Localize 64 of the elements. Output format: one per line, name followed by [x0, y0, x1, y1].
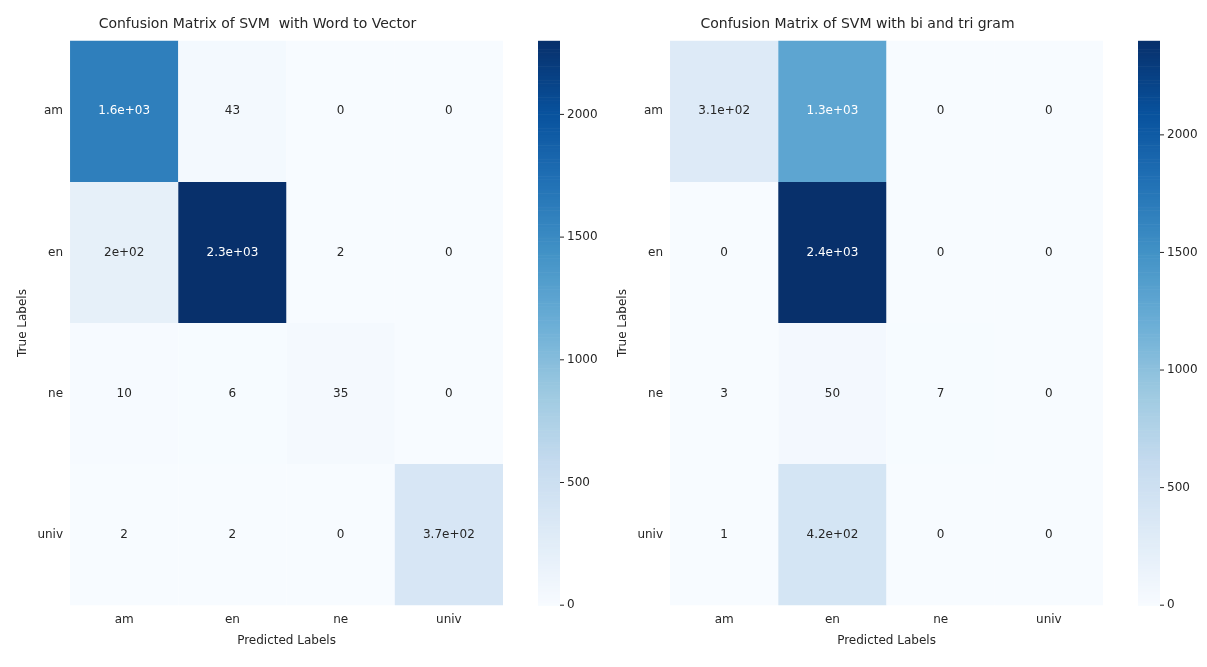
color-bar-label: 1500 [1167, 244, 1198, 259]
color-bar-label: 1000 [1167, 362, 1198, 377]
color-bar-label: 0 [567, 597, 575, 612]
y-tick-label: en [648, 244, 664, 259]
data-label: 35 [333, 385, 349, 400]
data-label: 2 [120, 526, 128, 541]
y-tick-label: ne [48, 385, 64, 400]
chart-title: Confusion Matrix of SVM with bi and tri gram [700, 15, 1015, 32]
data-label: 43 [224, 103, 241, 118]
color-bar-label: 1500 [567, 229, 598, 244]
data-label: 0 [1045, 244, 1053, 259]
chart-title: Confusion Matrix of SVM with Word to Vector [98, 15, 417, 32]
y-tick-label: en [48, 244, 64, 259]
data-label: 0 [336, 526, 345, 541]
data-label: 0 [936, 244, 945, 259]
x-tick-label: en [224, 611, 240, 626]
data-label: 2 [336, 244, 345, 259]
data-label: 3 [720, 385, 728, 400]
color-bar-label: 500 [567, 474, 590, 489]
x-tick-label: en [824, 611, 840, 626]
data-label: 1.6e+03 [98, 103, 151, 118]
data-label: 0 [936, 526, 945, 541]
y-tick-label: am [644, 103, 664, 118]
y-axis-title: True Labels [615, 289, 630, 358]
x-axis-title: Predicted Labels [837, 632, 936, 647]
data-label: 1 [720, 526, 728, 541]
color-bar-label: 2000 [567, 106, 598, 121]
data-label: 4.2e+02 [806, 526, 859, 541]
data-label: 0 [336, 103, 345, 118]
data-label: 2 [228, 526, 237, 541]
data-label: 0 [445, 385, 453, 400]
y-tick-label: ne [648, 385, 664, 400]
x-tick-label: am [714, 611, 734, 626]
y-tick-label: univ [37, 526, 64, 541]
data-label: 50 [824, 385, 841, 400]
y-axis-title: True Labels [15, 289, 30, 358]
data-label: 0 [445, 244, 453, 259]
data-label: 6 [228, 385, 237, 400]
x-tick-label: am [114, 611, 134, 626]
data-label: 3.7e+02 [422, 526, 475, 541]
x-axis-title: Predicted Labels [237, 632, 336, 647]
x-tick-label: univ [1036, 611, 1062, 626]
data-label: 0 [1045, 103, 1053, 118]
color-bar-label: 0 [1167, 597, 1175, 612]
y-tick-label: am [44, 103, 64, 118]
data-label: 2e+02 [103, 244, 145, 259]
data-label: 2.3e+03 [206, 244, 259, 259]
data-label: 1.3e+03 [806, 103, 859, 118]
data-label: 0 [445, 103, 453, 118]
color-bar-label: 2000 [1167, 126, 1198, 141]
data-label: 0 [936, 103, 945, 118]
data-label: 7 [936, 385, 945, 400]
x-tick-label: univ [436, 611, 462, 626]
color-bar-label: 500 [1167, 479, 1190, 494]
data-label: 10 [116, 385, 132, 400]
data-label: 2.4e+03 [806, 244, 859, 259]
color-bar-label: 1000 [567, 351, 598, 366]
data-label: 0 [720, 244, 728, 259]
data-label: 3.1e+02 [698, 103, 751, 118]
y-tick-label: univ [637, 526, 664, 541]
x-tick-label: ne [933, 611, 949, 626]
x-tick-label: ne [333, 611, 349, 626]
data-label: 0 [1045, 526, 1053, 541]
data-label: 0 [1045, 385, 1053, 400]
